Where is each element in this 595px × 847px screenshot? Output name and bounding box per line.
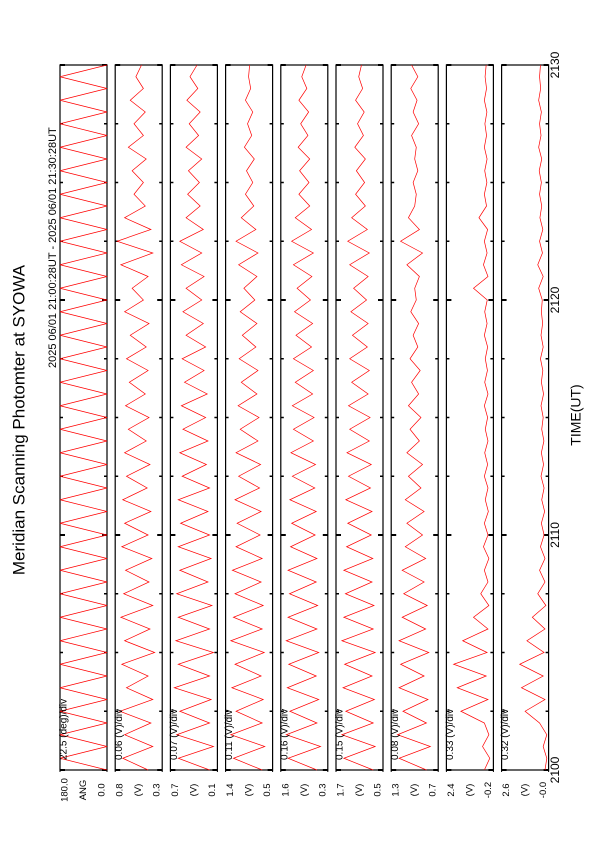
y-tick-label: -0.2 bbox=[483, 782, 494, 798]
trace bbox=[285, 64, 322, 771]
chart-subtitle: 2025 06/01 21:00:28UT - 2025 06/01 21:30… bbox=[47, 127, 59, 368]
x-axis-label: TIME(UT) bbox=[568, 384, 584, 445]
scale-label: 0.33 (V)/div bbox=[445, 709, 456, 760]
trace bbox=[59, 64, 108, 771]
scale-label: 0.16 (V)/div bbox=[279, 709, 290, 760]
trace bbox=[115, 64, 156, 771]
unit-label: (V) bbox=[409, 784, 420, 797]
y-tick-label: 0.5 bbox=[262, 783, 273, 796]
scale-label: 0.07 (V)/div bbox=[169, 709, 180, 760]
trace bbox=[452, 64, 491, 771]
unit-label: (V) bbox=[299, 784, 310, 797]
unit-label: (V) bbox=[133, 784, 144, 797]
scale-label: 0.08 (V)/div bbox=[390, 709, 401, 760]
trace bbox=[340, 64, 377, 771]
unit-label: ANG bbox=[78, 780, 89, 801]
y-tick-label: 1.3 bbox=[391, 783, 402, 796]
x-tick-label: 2100 bbox=[548, 756, 562, 783]
y-tick-label: 1.6 bbox=[280, 783, 291, 796]
y-tick-label: 0.0 bbox=[97, 783, 108, 796]
x-tick-label: 2120 bbox=[548, 286, 562, 313]
y-tick-label: 0.3 bbox=[317, 783, 328, 796]
trace bbox=[173, 64, 215, 771]
trace bbox=[518, 64, 548, 771]
unit-label: (V) bbox=[244, 784, 255, 797]
scale-label: 0.32 (V)/div bbox=[500, 709, 511, 760]
unit-label: (V) bbox=[188, 784, 199, 797]
unit-label: (V) bbox=[354, 784, 365, 797]
unit-label: (V) bbox=[464, 784, 475, 797]
x-tick-label: 2130 bbox=[548, 51, 562, 78]
y-tick-label: 0.1 bbox=[207, 783, 218, 796]
y-tick-label: 0.5 bbox=[373, 783, 384, 796]
unit-label: (V) bbox=[520, 784, 531, 797]
y-tick-label: 0.7 bbox=[170, 783, 181, 796]
scale-label: 0.06 (V)/div bbox=[114, 709, 125, 760]
x-tick-label: 2110 bbox=[548, 522, 562, 548]
y-tick-label: 180.0 bbox=[60, 778, 71, 802]
y-tick-label: 0.3 bbox=[152, 783, 163, 796]
trace bbox=[396, 64, 432, 771]
y-tick-label: 1.4 bbox=[225, 783, 236, 796]
chart-title: Meridian Scanning Photomter at SYOWA bbox=[9, 264, 28, 575]
y-tick-label: 2.6 bbox=[501, 783, 512, 796]
y-tick-label: -0.0 bbox=[538, 782, 549, 798]
scale-label: 0.11 (V)/div bbox=[224, 710, 235, 760]
scale-label: 22.5 (deg)/div bbox=[59, 699, 70, 760]
scale-label: 0.15 (V)/div bbox=[335, 709, 346, 760]
y-tick-label: 0.7 bbox=[428, 783, 439, 796]
y-tick-label: 2.4 bbox=[446, 783, 457, 796]
y-tick-label: 1.7 bbox=[336, 783, 347, 796]
y-tick-label: 0.8 bbox=[115, 783, 126, 796]
trace bbox=[229, 64, 266, 771]
